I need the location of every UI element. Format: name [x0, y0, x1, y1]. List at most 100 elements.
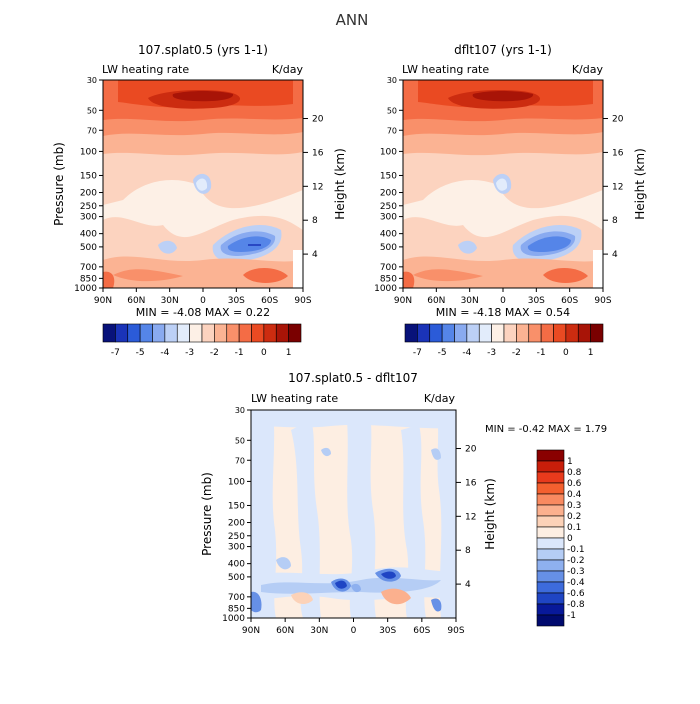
panel-2-height-axis: 20 16 12 8 4 — [603, 115, 624, 260]
latitude-tick-label: 30S — [528, 296, 545, 306]
panel-3: 107.splat0.5 - dflt107 LW heating rate K… — [200, 371, 607, 636]
colorbar-swatch — [288, 323, 302, 343]
panel-3-latitude-axis: 90N 60N 30N 0 30S 60S 90S — [242, 618, 465, 636]
latitude-tick-label: 30N — [310, 626, 328, 636]
latitude-tick-label: 90N — [242, 626, 260, 636]
latitude-tick-label: 90S — [594, 296, 611, 306]
colorbar-label: 0 — [261, 348, 267, 358]
pressure-tick-label: 300 — [228, 543, 245, 553]
latitude-tick-label: 60N — [127, 296, 145, 306]
pressure-tick-label: 70 — [387, 126, 397, 135]
colorbar-swatch — [263, 323, 277, 343]
pressure-tick-label: 150 — [380, 171, 397, 181]
height-tick-label: 4 — [612, 250, 618, 260]
height-tick-label: 20 — [612, 115, 624, 125]
colorbar-label: 0.1 — [567, 523, 581, 533]
panel-2-left-label: LW heating rate — [402, 63, 489, 76]
colorbar-label: -5 — [438, 348, 447, 358]
colorbar-swatch — [516, 323, 530, 343]
pressure-tick-label: 250 — [228, 532, 245, 542]
pressure-tick-label: 1000 — [222, 614, 245, 624]
latitude-tick-label: 0 — [500, 296, 506, 306]
colorbar-swatch — [201, 323, 215, 343]
latitude-tick-label: 90S — [447, 626, 464, 636]
colorbar-swatch — [115, 323, 129, 343]
panel-1-field — [103, 80, 303, 288]
colorbar-swatch — [503, 323, 517, 343]
colorbar-swatch — [139, 323, 153, 343]
latitude-tick-label: 30N — [461, 296, 479, 306]
height-tick-label: 8 — [312, 216, 318, 226]
colorbar-label: 0.6 — [567, 479, 582, 489]
colorbar-label: -2 — [512, 348, 521, 358]
colorbar-swatch — [536, 515, 565, 528]
colorbar-label: -2 — [210, 348, 219, 358]
pressure-tick-label: 70 — [235, 456, 245, 465]
colorbar-label: -5 — [136, 348, 145, 358]
pressure-tick-label: 50 — [387, 106, 397, 115]
panel-1-ylabel: Pressure (mb) — [52, 142, 66, 226]
colorbar-swatch — [127, 323, 141, 343]
panel-2-colorbar: -7 -5 -4 -3 -2 -1 0 1 — [404, 323, 604, 358]
pressure-tick-label: 700 — [380, 263, 397, 273]
height-tick-label: 16 — [465, 478, 477, 488]
latitude-tick-label: 60N — [427, 296, 445, 306]
height-tick-label: 12 — [612, 182, 623, 192]
colorbar-label: -0.6 — [567, 589, 585, 599]
colorbar-swatch — [429, 323, 443, 343]
latitude-tick-label: 60S — [413, 626, 430, 636]
colorbar-swatch — [536, 570, 565, 583]
colorbar-swatch — [553, 323, 567, 343]
pressure-tick-label: 400 — [380, 230, 397, 240]
colorbar-swatch — [176, 323, 190, 343]
colorbar-swatch — [536, 603, 565, 616]
pressure-tick-label: 850 — [80, 274, 97, 284]
latitude-tick-label: 30N — [161, 296, 179, 306]
pressure-tick-label: 200 — [228, 519, 245, 529]
colorbar-swatch — [536, 592, 565, 605]
colorbar-swatch — [189, 323, 203, 343]
panel-3-units: K/day — [424, 392, 456, 405]
panel-3-height-axis: 20 16 12 8 4 — [456, 445, 477, 590]
colorbar-swatch — [536, 537, 565, 550]
pressure-tick-label: 1000 — [74, 284, 97, 294]
latitude-tick-label: 90N — [394, 296, 412, 306]
height-tick-label: 8 — [612, 216, 618, 226]
height-tick-label: 4 — [312, 250, 318, 260]
pressure-tick-label: 700 — [80, 263, 97, 273]
colorbar-swatch — [536, 471, 565, 484]
colorbar-swatch — [536, 460, 565, 473]
colorbar-label: 1 — [286, 348, 292, 358]
colorbar-label: -7 — [413, 348, 422, 358]
pressure-tick-label: 30 — [87, 76, 97, 85]
panel-2-latitude-axis: 90N 60N 30N 0 30S 60S 90S — [394, 288, 612, 306]
colorbar-swatch — [528, 323, 542, 343]
panel-2: dflt107 (yrs 1-1) LW heating rate K/day — [374, 43, 647, 358]
colorbar-label: -1 — [235, 348, 244, 358]
panel-3-left-label: LW heating rate — [251, 392, 338, 405]
panel-3-title: 107.splat0.5 - dflt107 — [288, 371, 418, 385]
latitude-tick-label: 30S — [228, 296, 245, 306]
colorbar-swatch — [417, 323, 431, 343]
latitude-tick-label: 90S — [294, 296, 311, 306]
colorbar-swatch — [478, 323, 492, 343]
pressure-tick-label: 50 — [235, 436, 245, 445]
pressure-tick-label: 500 — [380, 243, 397, 253]
panel-2-field — [403, 80, 603, 288]
colorbar-label: 0.2 — [567, 512, 581, 522]
pressure-tick-label: 500 — [80, 243, 97, 253]
page-title: ANN — [336, 11, 369, 29]
panel-1-left-label: LW heating rate — [102, 63, 189, 76]
height-tick-label: 20 — [465, 445, 477, 455]
panel-2-units: K/day — [572, 63, 604, 76]
colorbar-swatch — [565, 323, 579, 343]
panel-3-ylabel: Pressure (mb) — [200, 472, 214, 556]
colorbar-swatch — [491, 323, 505, 343]
height-tick-label: 4 — [465, 580, 471, 590]
colorbar-swatch — [536, 548, 565, 561]
height-tick-label: 16 — [312, 148, 324, 158]
